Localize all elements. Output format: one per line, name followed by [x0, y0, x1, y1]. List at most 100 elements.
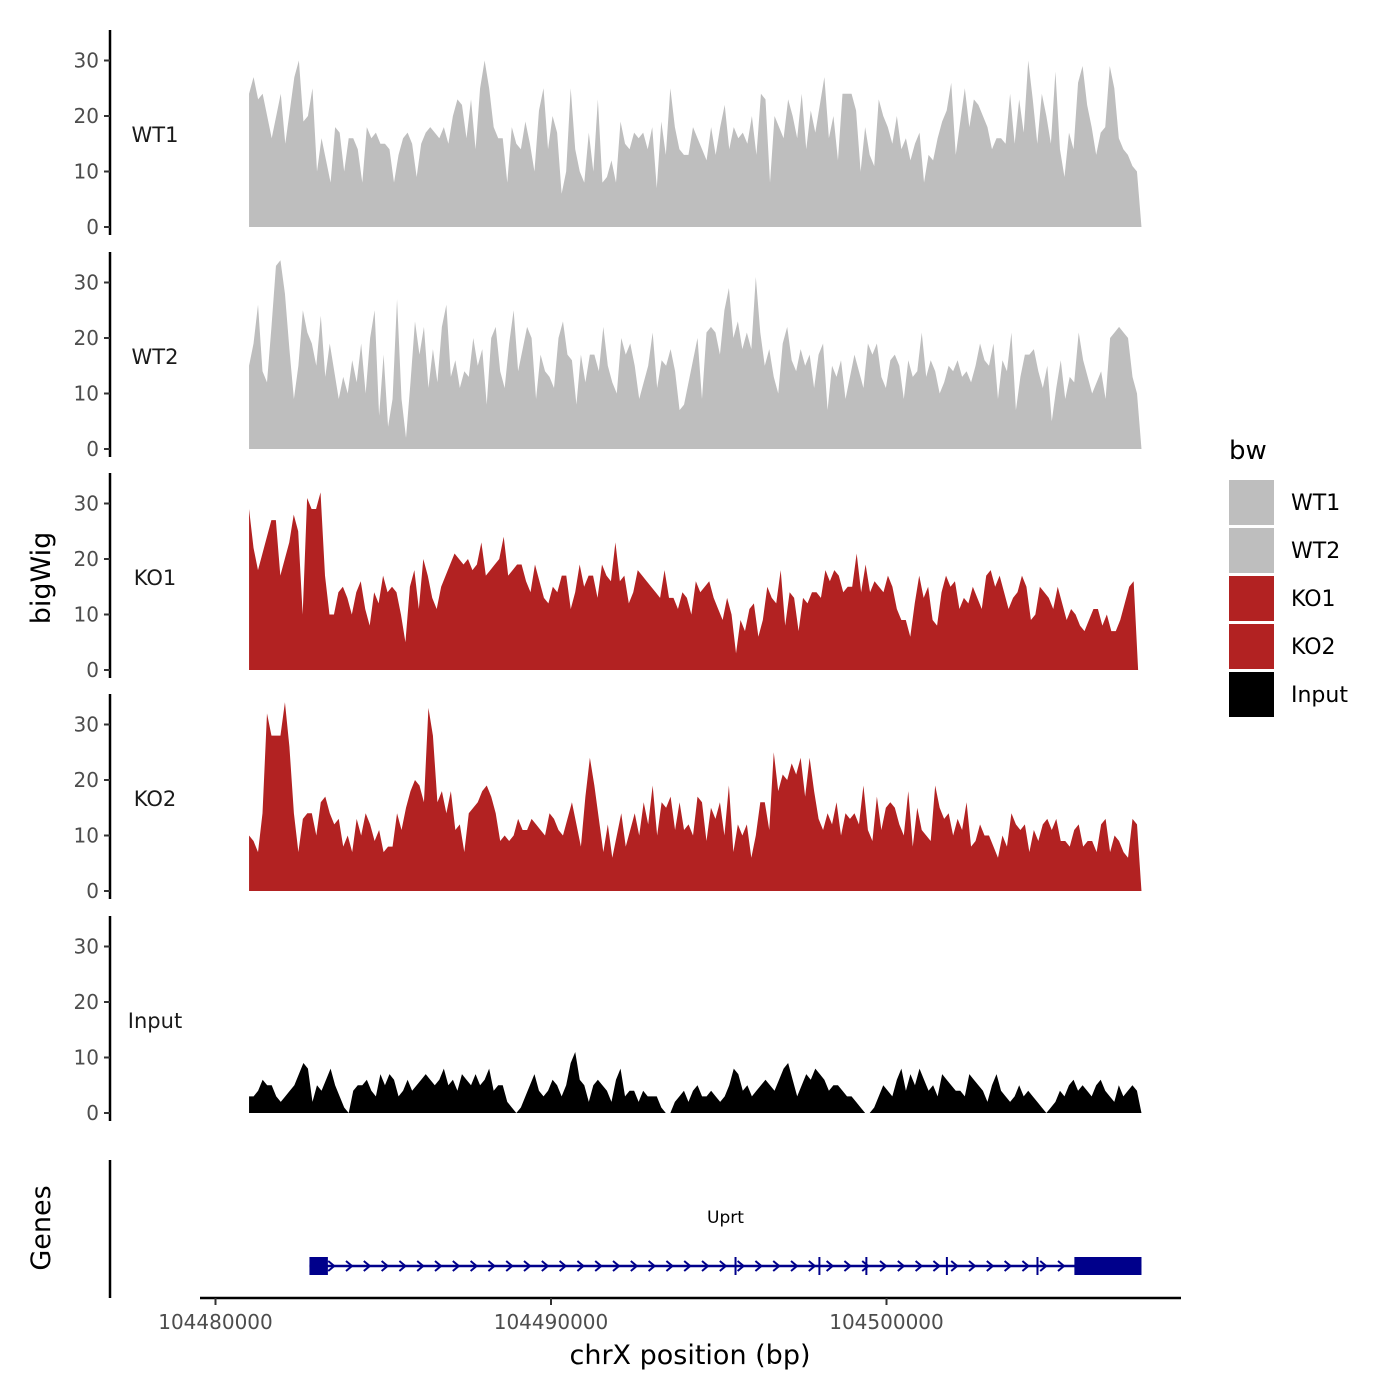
strand-arrow — [825, 1260, 835, 1272]
strand-arrow — [790, 1260, 799, 1272]
y-tick-label: 30 — [74, 713, 99, 737]
legend-item-input: Input — [1229, 672, 1348, 717]
legend-title: bw — [1229, 436, 1267, 466]
strand-arrow — [932, 1260, 941, 1272]
legend-label: KO1 — [1291, 587, 1336, 612]
y-tick-label: 30 — [74, 492, 99, 516]
strand-arrow — [558, 1260, 568, 1272]
y-axis-title: bigWig — [26, 532, 57, 625]
strand-arrow — [469, 1260, 479, 1272]
y-tick-label: 30 — [74, 271, 99, 295]
legend-label: Input — [1291, 683, 1348, 708]
y-tick-label: 30 — [74, 49, 99, 73]
strand-arrow — [541, 1260, 550, 1272]
track-label: Input — [128, 1009, 182, 1033]
legend-item-wt2: WT2 — [1229, 528, 1340, 573]
area-ko2 — [249, 702, 1142, 891]
y-tick-label: 10 — [74, 1046, 99, 1070]
strand-arrow — [986, 1260, 995, 1272]
track-ko2: 0 10 20 30 KO2 — [74, 694, 1142, 903]
gene-track-panel: Uprt — [108, 1160, 1142, 1298]
legend: bw WT1 WT2 KO1 KO2 Input — [1229, 436, 1348, 717]
strand-arrow — [968, 1260, 977, 1272]
strand-arrow — [594, 1260, 603, 1272]
strand-arrow — [363, 1260, 372, 1272]
y-tick-label: 0 — [86, 437, 99, 461]
strand-arrow — [701, 1260, 710, 1272]
strand-arrow — [505, 1260, 514, 1272]
strand-arrow — [1057, 1260, 1066, 1272]
gene-label: Uprt — [707, 1208, 744, 1228]
strand-arrow — [576, 1260, 585, 1272]
strand-arrow — [1039, 1260, 1048, 1272]
strand-arrow — [861, 1260, 870, 1272]
legend-item-wt1: WT1 — [1229, 480, 1340, 525]
y-tick-label: 20 — [74, 547, 99, 571]
y-tick-label: 0 — [86, 879, 99, 903]
strand-arrow — [1003, 1260, 1013, 1272]
y-tick-label: 20 — [74, 990, 99, 1014]
strand-arrow — [630, 1260, 639, 1272]
strand-arrow — [879, 1260, 888, 1272]
legend-label: WT1 — [1291, 491, 1340, 516]
track-label: KO1 — [134, 566, 177, 590]
strand-arrow — [452, 1260, 461, 1272]
legend-swatch — [1229, 576, 1274, 621]
track-panels: 0 10 20 30 WT1 0 10 20 30 WT2 0 10 20 30 KO1 0 10 20 30 KO2… — [74, 30, 1142, 1125]
x-tick-label: 104490000 — [494, 1310, 609, 1334]
y-tick-label: 10 — [74, 603, 99, 627]
y-tick-label: 20 — [74, 104, 99, 128]
strand-arrow — [736, 1260, 746, 1272]
y-tick-label: 20 — [74, 768, 99, 792]
genes-axis-title: Genes — [26, 1185, 57, 1270]
exon-block — [309, 1257, 328, 1275]
track-label: KO2 — [134, 787, 177, 811]
x-tick-label: 104480000 — [158, 1310, 273, 1334]
legend-swatch — [1229, 624, 1274, 669]
strand-arrow — [416, 1260, 425, 1272]
strand-arrow — [380, 1260, 390, 1272]
strand-arrow — [843, 1260, 852, 1272]
strand-arrow — [487, 1260, 496, 1272]
track-label: WT2 — [132, 345, 179, 369]
x-axis-title: chrX position (bp) — [569, 1340, 810, 1371]
exon-block — [1074, 1257, 1142, 1275]
x-tick-label: 104500000 — [829, 1310, 944, 1334]
strand-arrow — [914, 1260, 924, 1272]
track-label: WT1 — [132, 123, 179, 147]
strand-arrow — [434, 1260, 443, 1272]
y-tick-label: 10 — [74, 824, 99, 848]
area-input — [249, 1051, 1142, 1113]
gene-uprt: Uprt — [309, 1208, 1142, 1275]
strand-arrow — [950, 1260, 959, 1272]
strand-arrow — [719, 1260, 728, 1272]
track-wt1: 0 10 20 30 WT1 — [74, 30, 1142, 239]
strand-arrow — [897, 1260, 906, 1272]
y-tick-label: 0 — [86, 1101, 99, 1125]
legend-item-ko1: KO1 — [1229, 576, 1336, 621]
y-tick-label: 30 — [74, 935, 99, 959]
strand-arrow — [345, 1260, 354, 1272]
track-wt2: 0 10 20 30 WT2 — [74, 252, 1142, 461]
legend-swatch — [1229, 480, 1274, 525]
strand-arrow — [665, 1260, 674, 1272]
legend-label: KO2 — [1291, 635, 1336, 660]
strand-arrow — [327, 1260, 336, 1272]
track-input: 0 10 20 30 Input — [74, 916, 1142, 1125]
strand-arrow — [523, 1260, 532, 1272]
area-ko1 — [249, 492, 1139, 670]
y-tick-label: 10 — [74, 382, 99, 406]
strand-arrow — [398, 1260, 407, 1272]
strand-arrow — [612, 1260, 621, 1272]
strand-arrow — [772, 1260, 781, 1272]
y-tick-label: 0 — [86, 658, 99, 682]
y-tick-label: 20 — [74, 326, 99, 350]
legend-swatch — [1229, 528, 1274, 573]
strand-arrow — [683, 1260, 692, 1272]
legend-swatch — [1229, 672, 1274, 717]
strand-arrow — [754, 1260, 763, 1272]
legend-item-ko2: KO2 — [1229, 624, 1336, 669]
area-wt2 — [249, 260, 1142, 449]
area-wt1 — [249, 60, 1142, 227]
